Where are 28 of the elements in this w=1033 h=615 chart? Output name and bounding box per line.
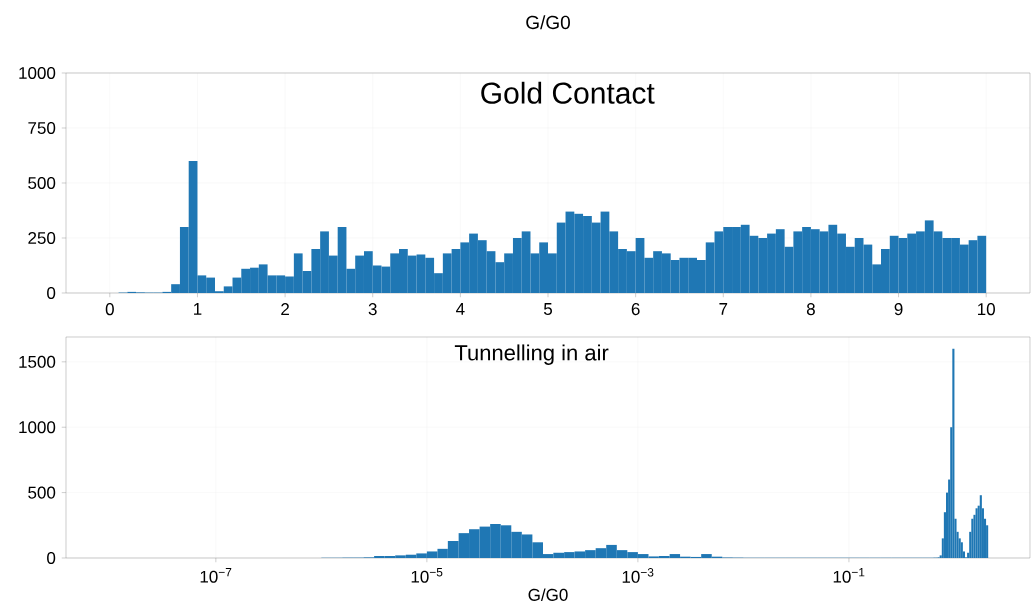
x-tick-label: 7 xyxy=(719,303,728,315)
x-tick-label: 1 xyxy=(194,303,202,315)
x-tick-label: 3 xyxy=(368,303,377,316)
x-axis-title: G/G0 xyxy=(528,588,568,601)
x-tick-label: 10 xyxy=(978,303,995,316)
y-tick-label: 500 xyxy=(28,486,56,499)
y-tick-label: 750 xyxy=(28,121,56,135)
x-tick-label: 5 xyxy=(543,303,553,315)
x-tick-label: 8 xyxy=(806,303,815,316)
y-tick-label: 500 xyxy=(28,176,56,190)
x-tick-label: 10$^{−7}$ xyxy=(200,568,232,583)
y-tick-label: 1500 xyxy=(19,355,56,368)
x-tick-label: 0 xyxy=(105,303,114,316)
x-tick-label: 6 xyxy=(631,303,640,316)
y-tick-label: 250 xyxy=(28,231,56,245)
y-tick-label: 0 xyxy=(47,551,56,565)
annotation: Tunnelling in air xyxy=(454,344,609,365)
y-tick-label: 0 xyxy=(47,286,56,300)
x-tick-label: 4 xyxy=(456,303,465,315)
y-tick-label: 1000 xyxy=(19,421,56,434)
x-tick-label: 2 xyxy=(281,303,289,315)
chart-title: G/G0 xyxy=(526,15,570,30)
x-tick-label: 10$^{−5}$ xyxy=(411,568,443,583)
annotation: Gold Contact xyxy=(481,81,655,104)
x-tick-label: 10$^{−1}$ xyxy=(833,568,865,583)
y-tick-label: 1000 xyxy=(19,66,56,80)
x-tick-label: 9 xyxy=(894,303,903,316)
x-tick-label: 10$^{−3}$ xyxy=(622,568,654,583)
